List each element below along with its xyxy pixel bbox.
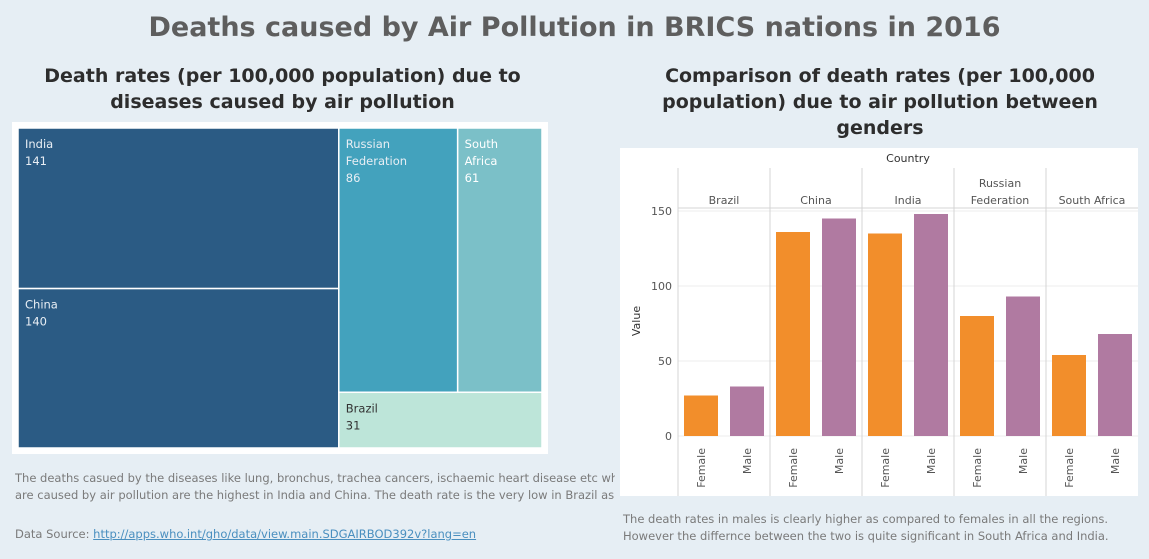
bar-female[interactable] [1052,355,1086,436]
treemap-cell-india[interactable]: India 141 [17,127,340,290]
bar-female[interactable] [684,395,718,437]
treemap-caption-line-2: are caused by air pollution are the high… [15,488,615,502]
bar-chart-panel: Country Value 0 50 100 150 Brazil Female Male Chi… [620,148,1138,496]
y-axis-label: Value [630,306,643,336]
x-tick-label: Male [833,448,846,474]
x-tick-label: Female [971,448,984,488]
bar-male[interactable] [1098,334,1132,436]
group-label: Federation [971,194,1030,207]
bar-chart-title-line-1: Comparison of death rates (per 100,000 [665,65,1095,87]
treemap-rect-south-africa[interactable] [456,127,543,394]
x-tick-label: Male [925,448,938,474]
treemap-label-russia: Russian [346,137,390,151]
bar-chart-caption-line-1: The death rates in males is clearly high… [623,512,1109,526]
bar-chart-caption: The death rates in males is clearly high… [623,511,1143,545]
x-tick-label: Female [1063,448,1076,488]
treemap-panel: India 141 China 140 Russian Federation 86 South… [12,122,548,454]
bar-female[interactable] [868,233,902,437]
bar-female[interactable] [960,316,994,436]
x-tick-label: Female [879,448,892,488]
treemap-cell-china[interactable]: China 140 [17,287,340,449]
x-tick-label: Female [695,448,708,488]
data-source-label: Data Source: [15,527,94,541]
group-label: South Africa [1059,194,1126,207]
group-label: India [895,194,922,207]
treemap-value-russia: 86 [346,171,361,185]
treemap-caption-line-1: The deaths casued by the diseases like l… [15,471,615,485]
treemap-value-india: 141 [25,154,47,168]
bar-chart-title-line-3: genders [836,117,924,139]
treemap-label-brazil: Brazil [346,401,378,415]
y-tick-label: 150 [651,205,672,218]
treemap-cell-russia[interactable]: Russian Federation 86 [338,127,459,394]
bar-male[interactable] [1006,296,1040,437]
x-tick-label: Male [1109,448,1122,474]
y-tick-label: 0 [665,430,672,443]
x-tick-label: Female [787,448,800,488]
treemap-rect-russia[interactable] [338,127,459,394]
x-tick-label: Male [1017,448,1030,474]
treemap-value-brazil: 31 [346,418,361,432]
treemap-label-russia: Federation [346,154,407,168]
treemap-title: Death rates (per 100,000 population) due… [10,63,555,115]
treemap-rect-india[interactable] [17,127,340,290]
treemap-value-south-africa: 61 [465,171,480,185]
bar-male[interactable] [730,386,764,437]
treemap-rect-china[interactable] [17,287,340,449]
column-header: Country [886,152,930,165]
bar-male[interactable] [914,214,948,436]
bar-chart: Country Value 0 50 100 150 Brazil Female Male Chi… [630,152,1138,496]
group-label: Russian [979,177,1021,190]
treemap-title-line-1: Death rates (per 100,000 population) due… [44,65,521,87]
bar-chart-caption-line-2: However the differnce between the two is… [623,529,1109,543]
treemap-caption: The deaths casued by the diseases like l… [15,470,615,504]
treemap-title-line-2: diseases caused by air pollution [110,91,455,113]
treemap-value-china: 140 [25,315,47,329]
y-tick-label: 50 [658,355,672,368]
group-label: Brazil [709,194,740,207]
bar-male[interactable] [822,218,856,437]
treemap-label-china: China [25,298,58,312]
x-tick-label: Male [741,448,754,474]
treemap-cell-south-africa[interactable]: South Africa 61 [456,127,543,394]
treemap-label-india: India [25,137,53,151]
treemap-cell-brazil[interactable]: Brazil 31 [338,391,543,449]
treemap-label-south-africa: Africa [465,154,498,168]
treemap-label-south-africa: South [465,137,498,151]
bar-chart-title-line-2: population) due to air pollution between [662,91,1098,113]
y-tick-label: 100 [651,280,672,293]
bar-female[interactable] [776,232,810,436]
treemap-rect-brazil[interactable] [338,391,543,449]
treemap-chart: India 141 China 140 Russian Federation 86 South… [17,127,543,449]
group-label: China [800,194,831,207]
data-source: Data Source: http://apps.who.int/gho/dat… [15,526,615,543]
data-source-link[interactable]: http://apps.who.int/gho/data/view.main.S… [93,527,477,541]
bar-chart-title: Comparison of death rates (per 100,000 p… [615,63,1145,141]
dashboard-title: Deaths caused by Air Pollution in BRICS … [148,12,1001,43]
